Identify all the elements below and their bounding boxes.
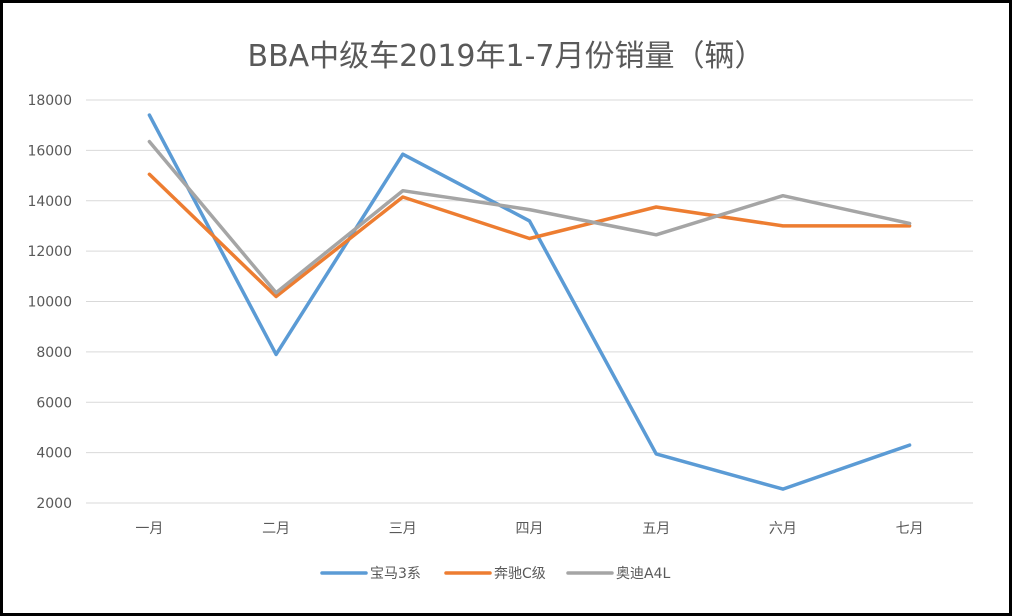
chart-title: BBA中级车2019年1-7月份销量（辆） — [247, 39, 765, 74]
y-tick-label: 10000 — [27, 295, 72, 311]
x-tick-label: 三月 — [389, 521, 417, 537]
y-tick-label: 8000 — [36, 345, 72, 361]
legend-label: 宝马3系 — [370, 566, 421, 582]
y-tick-label: 6000 — [36, 395, 72, 411]
x-tick-label: 四月 — [516, 521, 544, 537]
legend-label: 奥迪A4L — [616, 565, 670, 582]
legend: 宝马3系 奔驰C级 奥迪A4L — [320, 565, 670, 582]
x-tick-label: 五月 — [642, 521, 670, 537]
x-tick-label: 二月 — [262, 521, 290, 537]
x-axis-ticks: 一月 二月 三月 四月 五月 六月 七月 — [135, 521, 923, 537]
x-tick-label: 六月 — [769, 521, 797, 537]
gridlines — [86, 99, 973, 504]
y-tick-label: 18000 — [27, 93, 72, 109]
y-tick-label: 2000 — [36, 496, 72, 512]
x-tick-label: 七月 — [896, 521, 924, 537]
series-lines — [147, 113, 912, 491]
series-line-3 — [147, 139, 912, 295]
y-tick-label: 4000 — [36, 446, 72, 462]
x-tick-label: 一月 — [135, 521, 163, 537]
y-axis-ticks: 2000 4000 6000 8000 10000 12000 14000 16000 1800… — [27, 93, 72, 512]
y-tick-label: 14000 — [27, 194, 72, 210]
y-tick-label: 16000 — [27, 143, 72, 159]
series-line-1 — [147, 113, 912, 491]
y-tick-label: 12000 — [27, 244, 72, 260]
legend-label: 奔驰C级 — [494, 566, 546, 582]
